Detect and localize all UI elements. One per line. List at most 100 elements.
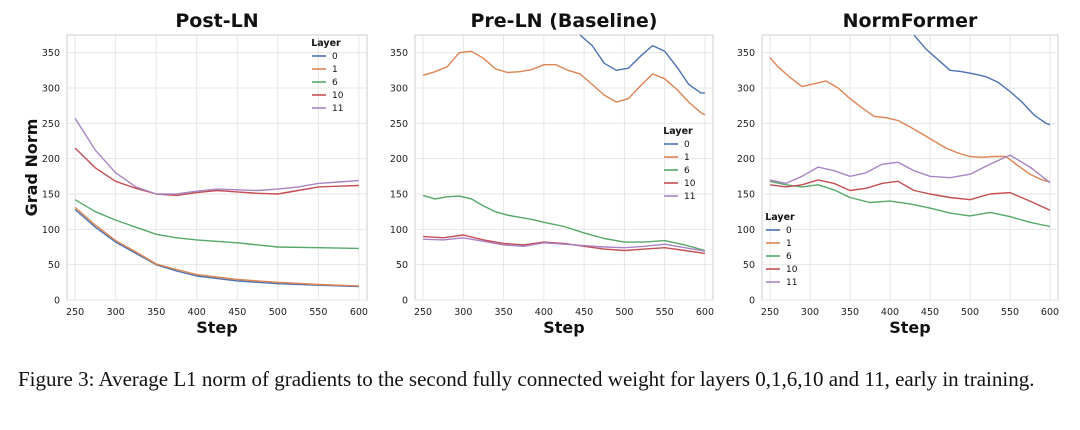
- legend: Layer 0 1 6 10 11: [311, 38, 343, 114]
- plot-area: [414, 34, 714, 301]
- y-tick-label: 300: [42, 84, 60, 95]
- y-tick-label: 150: [42, 190, 60, 201]
- x-tick-label: 600: [1041, 307, 1059, 318]
- legend-entry-label: 6: [684, 166, 690, 176]
- y-tick-label: 250: [737, 119, 755, 130]
- x-tick-label: 550: [309, 307, 327, 318]
- series-line-layer-10: [74, 147, 359, 197]
- x-tick-label: 600: [350, 307, 368, 318]
- x-tick-label: 250: [761, 307, 779, 318]
- legend: Layer 0 1 6 10 11: [765, 212, 797, 288]
- y-tick-label: 200: [42, 154, 60, 165]
- x-tick-label: 600: [696, 307, 714, 318]
- series-line-layer-0: [913, 35, 1051, 126]
- x-tick-label: 350: [495, 307, 513, 318]
- legend-entry-label: 6: [786, 252, 792, 262]
- y-tick-label: 150: [390, 190, 408, 201]
- x-tick-label: 350: [147, 307, 165, 318]
- series-line-layer-11: [423, 237, 706, 252]
- x-tick-label: 250: [66, 307, 84, 318]
- y-tick-label: 50: [396, 260, 408, 271]
- legend-entry-label: 1: [786, 239, 792, 249]
- x-tick-label: 450: [921, 307, 939, 318]
- y-tick-label: 200: [737, 154, 755, 165]
- y-tick-label: 150: [737, 190, 755, 201]
- x-tick-label: 300: [107, 307, 125, 318]
- series-line-layer-1: [74, 206, 359, 287]
- x-tick-label: 550: [656, 307, 674, 318]
- y-tick-label: 350: [42, 48, 60, 59]
- legend: Layer 0 1 6 10 11: [663, 126, 695, 202]
- series-line-layer-11: [74, 118, 359, 195]
- series-line-layer-10: [769, 179, 1051, 211]
- x-tick-label: 400: [535, 307, 553, 318]
- series-line-layer-6: [74, 199, 359, 250]
- panel-post-ln: 250 300 350 400 450 500 550 6000501001502002503…: [22, 10, 368, 337]
- y-tick-label: 100: [737, 225, 755, 236]
- plot-area: [66, 34, 368, 301]
- y-tick-label: 0: [402, 296, 408, 307]
- y-tick-label: 0: [54, 296, 60, 307]
- y-tick-label: 0: [749, 296, 755, 307]
- panel-normformer: 250 300 350 400 450 500 550 6000501001502002503…: [737, 10, 1059, 337]
- y-tick-label: 200: [390, 154, 408, 165]
- legend-entry-label: 11: [332, 104, 343, 114]
- series-line-layer-0: [579, 35, 705, 94]
- x-tick-label: 500: [961, 307, 979, 318]
- chart-title: Pre-LN (Baseline): [471, 10, 658, 32]
- legend-entry-label: 1: [332, 65, 338, 75]
- legend-entry-label: 11: [786, 278, 797, 288]
- legend-entry-label: 6: [332, 78, 338, 88]
- x-tick-label: 400: [881, 307, 899, 318]
- x-axis-label: Step: [543, 318, 584, 337]
- plot-area: [761, 34, 1059, 301]
- y-tick-label: 100: [42, 225, 60, 236]
- x-axis-label: Step: [196, 318, 237, 337]
- x-tick-label: 500: [269, 307, 287, 318]
- figure-canvas: 250 300 350 400 450 500 550 6000501001502002503…: [22, 10, 1059, 337]
- series-line-layer-6: [422, 194, 706, 252]
- x-tick-label: 500: [615, 307, 633, 318]
- y-tick-label: 100: [390, 225, 408, 236]
- series-group: [74, 118, 359, 288]
- x-tick-label: 450: [228, 307, 246, 318]
- legend-title: Layer: [311, 38, 341, 49]
- x-tick-label: 400: [188, 307, 206, 318]
- y-axis-label: Grad Norm: [22, 119, 41, 217]
- x-tick-label: 300: [801, 307, 819, 318]
- y-tick-label: 50: [743, 260, 755, 271]
- x-tick-label: 300: [454, 307, 472, 318]
- x-tick-label: 250: [414, 307, 432, 318]
- series-line-layer-11: [769, 154, 1051, 185]
- series-line-layer-1: [422, 50, 706, 116]
- legend-title: Layer: [663, 126, 693, 137]
- y-tick-label: 250: [390, 119, 408, 130]
- legend-entry-label: 0: [786, 226, 792, 236]
- y-tick-label: 350: [737, 48, 755, 59]
- legend-entry-label: 0: [332, 52, 338, 62]
- legend-entry-label: 10: [684, 179, 696, 189]
- legend-title: Layer: [765, 212, 795, 223]
- chart-title: Post-LN: [175, 10, 258, 32]
- series-group: [422, 35, 706, 255]
- y-tick-label: 300: [390, 84, 408, 95]
- y-tick-label: 350: [390, 48, 408, 59]
- chart-title: NormFormer: [843, 10, 978, 32]
- figure-caption: Figure 3: Average L1 norm of gradients t…: [18, 367, 1035, 391]
- x-tick-label: 350: [841, 307, 859, 318]
- series-line-layer-0: [74, 208, 359, 288]
- x-axis-label: Step: [889, 318, 930, 337]
- series-group: [769, 35, 1051, 228]
- panel-pre-ln-baseline: 250 300 350 400 450 500 550 6000501001502002503…: [390, 10, 714, 337]
- legend-entry-label: 10: [786, 265, 798, 275]
- y-tick-label: 250: [42, 119, 60, 130]
- x-tick-label: 450: [575, 307, 593, 318]
- legend-entry-label: 0: [684, 140, 690, 150]
- y-tick-label: 300: [737, 84, 755, 95]
- x-tick-label: 550: [1001, 307, 1019, 318]
- series-line-layer-6: [769, 180, 1051, 228]
- y-tick-label: 50: [48, 260, 60, 271]
- legend-entry-label: 1: [684, 153, 690, 163]
- legend-entry-label: 10: [332, 91, 344, 101]
- legend-entry-label: 11: [684, 192, 695, 202]
